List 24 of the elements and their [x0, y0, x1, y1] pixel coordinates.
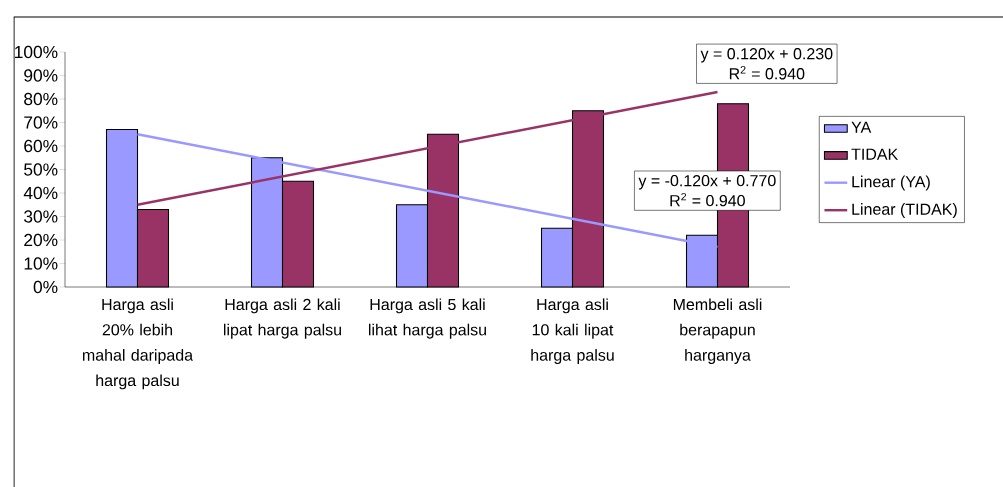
legend-label: Linear (TIDAK) — [852, 203, 957, 219]
x-tick-label: Harga asli 5 kali lihat harga palsu — [369, 298, 487, 339]
annotation: y = -0.120x + 0.770 — [638, 174, 776, 190]
y-tick-label: 70% — [24, 116, 58, 129]
y-tick-label: 60% — [24, 139, 58, 153]
x-tick-label: Harga asli 10 kali lipat harga palsu — [531, 298, 614, 364]
legend-label: Linear (YA) — [852, 175, 930, 191]
y-tick-label: 10% — [24, 257, 58, 270]
x-tick-label: Harga asli 20% lebih mahal daripada harga palsu — [82, 298, 194, 390]
legend-label: TIDAK — [851, 148, 899, 160]
y-tick-label: 80% — [24, 92, 58, 106]
y-tick-label: 100% — [15, 45, 58, 59]
y-tick-label: 40% — [23, 186, 58, 200]
y-tick-label: 0% — [33, 280, 58, 294]
x-tick-label: Harga asli 2 kali lipat harga palsu — [224, 298, 342, 339]
y-tick-label: 90% — [24, 69, 58, 82]
y-tick-label: 50% — [24, 163, 58, 176]
annotation: y = 0.120x + 0.230 — [700, 48, 833, 63]
x-tick-label: Membeli asli berapapun harganya — [673, 298, 762, 364]
y-tick-label: 30% — [24, 210, 58, 223]
annotation: R$^{2}$ = 0.940 — [670, 192, 745, 207]
legend-label: YA — [851, 121, 872, 133]
annotation: R$^{2}$ = 0.940 — [729, 66, 805, 80]
y-tick-label: 20% — [24, 233, 58, 247]
